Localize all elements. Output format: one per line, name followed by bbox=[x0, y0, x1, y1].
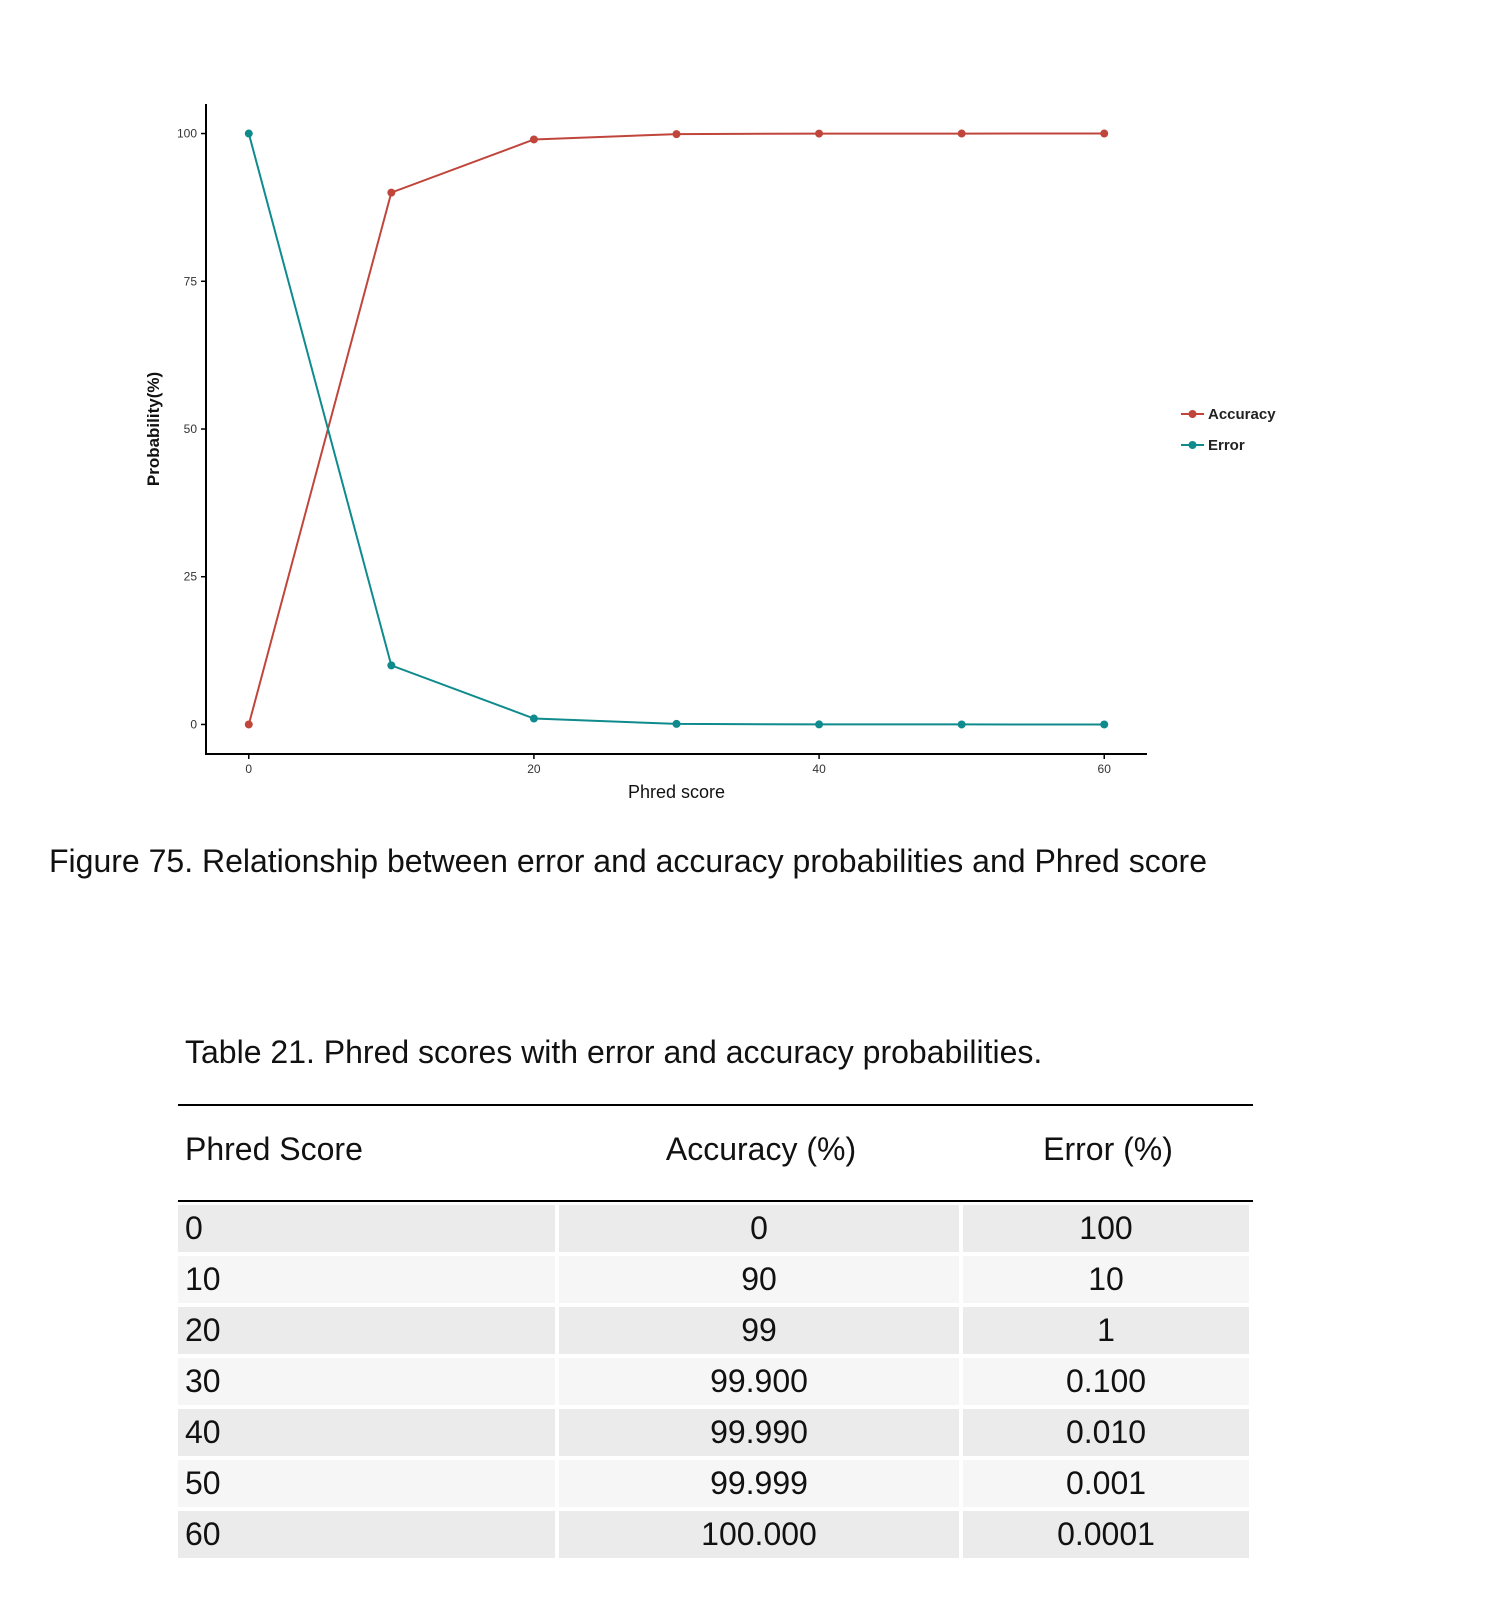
legend-label: Error bbox=[1208, 437, 1245, 454]
y-tick-label: 100 bbox=[177, 127, 197, 141]
x-tick-label: 0 bbox=[245, 762, 252, 776]
data-point-error bbox=[957, 720, 966, 729]
data-point-error bbox=[672, 719, 681, 728]
cell-accuracy: 100.000 bbox=[559, 1511, 963, 1562]
y-axis-title: Probability(%) bbox=[144, 372, 163, 486]
table-caption: Table 21. Phred scores with error and ac… bbox=[185, 1034, 1043, 1070]
cell-error: 0.100 bbox=[963, 1358, 1253, 1409]
cell-error: 100 bbox=[963, 1202, 1253, 1256]
y-tick-label: 25 bbox=[184, 570, 198, 584]
cell-phred-score: 10 bbox=[178, 1256, 559, 1307]
series-line-error bbox=[247, 133, 1105, 726]
cell-accuracy: 99.990 bbox=[559, 1409, 963, 1460]
data-point-accuracy bbox=[529, 135, 538, 144]
data-point-error bbox=[1100, 720, 1109, 729]
data-point-accuracy bbox=[387, 188, 396, 197]
chart-axes: 0 25 50 75 100 0 20 40 60 Phred score Probability(… bbox=[144, 104, 1147, 802]
cell-accuracy: 99 bbox=[559, 1307, 963, 1358]
table-header-row: Phred Score Accuracy (%) Error (%) bbox=[178, 1104, 1253, 1202]
cell-phred-score: 60 bbox=[178, 1511, 559, 1562]
cell-error: 0.0001 bbox=[963, 1511, 1253, 1562]
data-point-error bbox=[244, 129, 253, 138]
y-tick-label: 50 bbox=[184, 422, 198, 436]
x-tick-label: 20 bbox=[527, 762, 541, 776]
data-point-error bbox=[387, 661, 396, 670]
data-point-accuracy bbox=[672, 130, 681, 139]
line-chart: 0 25 50 75 100 0 20 40 60 Phred score Probability(… bbox=[144, 104, 1276, 802]
x-tick-label: 60 bbox=[1098, 762, 1112, 776]
data-point-accuracy bbox=[815, 129, 824, 138]
cell-accuracy: 90 bbox=[559, 1256, 963, 1307]
data-point-accuracy bbox=[244, 720, 253, 729]
x-tick-label: 40 bbox=[812, 762, 826, 776]
cell-error: 0.010 bbox=[963, 1409, 1253, 1460]
cell-error: 10 bbox=[963, 1256, 1253, 1307]
series-line-accuracy bbox=[247, 132, 1105, 725]
legend-key-point bbox=[1188, 410, 1197, 418]
figure-caption: Figure 75. Relationship between error an… bbox=[49, 843, 1207, 879]
cell-error: 1 bbox=[963, 1307, 1253, 1358]
table-row: 50 99.999 0.001 bbox=[178, 1460, 1253, 1511]
phred-score-table: Phred Score Accuracy (%) Error (%) 0 0 100… bbox=[178, 1104, 1253, 1562]
cell-accuracy: 99.900 bbox=[559, 1358, 963, 1409]
table-row: 60 100.000 0.0001 bbox=[178, 1511, 1253, 1562]
header-error: Error (%) bbox=[963, 1104, 1253, 1202]
cell-phred-score: 20 bbox=[178, 1307, 559, 1358]
table-row: 30 99.900 0.100 bbox=[178, 1358, 1253, 1409]
cell-phred-score: 40 bbox=[178, 1409, 559, 1460]
data-point-accuracy bbox=[957, 129, 966, 138]
x-axis-title: Phred score bbox=[628, 782, 725, 802]
data-point-accuracy bbox=[1100, 129, 1109, 138]
cell-phred-score: 0 bbox=[178, 1202, 559, 1256]
table-body: 0 0 100 10 90 10 20 99 1 30 99.900 0.100 40 99.990 0.0… bbox=[178, 1202, 1253, 1562]
cell-accuracy: 0 bbox=[559, 1202, 963, 1256]
chart-series bbox=[244, 129, 1109, 729]
cell-error: 0.001 bbox=[963, 1460, 1253, 1511]
cell-accuracy: 99.999 bbox=[559, 1460, 963, 1511]
cell-phred-score: 50 bbox=[178, 1460, 559, 1511]
chart-legend: Accuracy Error bbox=[1181, 406, 1276, 454]
data-point-error bbox=[815, 720, 824, 729]
table-row: 40 99.990 0.010 bbox=[178, 1409, 1253, 1460]
header-accuracy: Accuracy (%) bbox=[559, 1104, 963, 1202]
table-row: 10 90 10 bbox=[178, 1256, 1253, 1307]
header-phred-score: Phred Score bbox=[178, 1104, 559, 1202]
y-tick-label: 75 bbox=[184, 274, 198, 288]
y-tick-label: 0 bbox=[190, 717, 197, 731]
legend-label: Accuracy bbox=[1208, 406, 1276, 423]
legend-key-point bbox=[1188, 441, 1197, 449]
table-row: 0 0 100 bbox=[178, 1202, 1253, 1256]
table-row: 20 99 1 bbox=[178, 1307, 1253, 1358]
cell-phred-score: 30 bbox=[178, 1358, 559, 1409]
data-point-error bbox=[529, 714, 538, 723]
